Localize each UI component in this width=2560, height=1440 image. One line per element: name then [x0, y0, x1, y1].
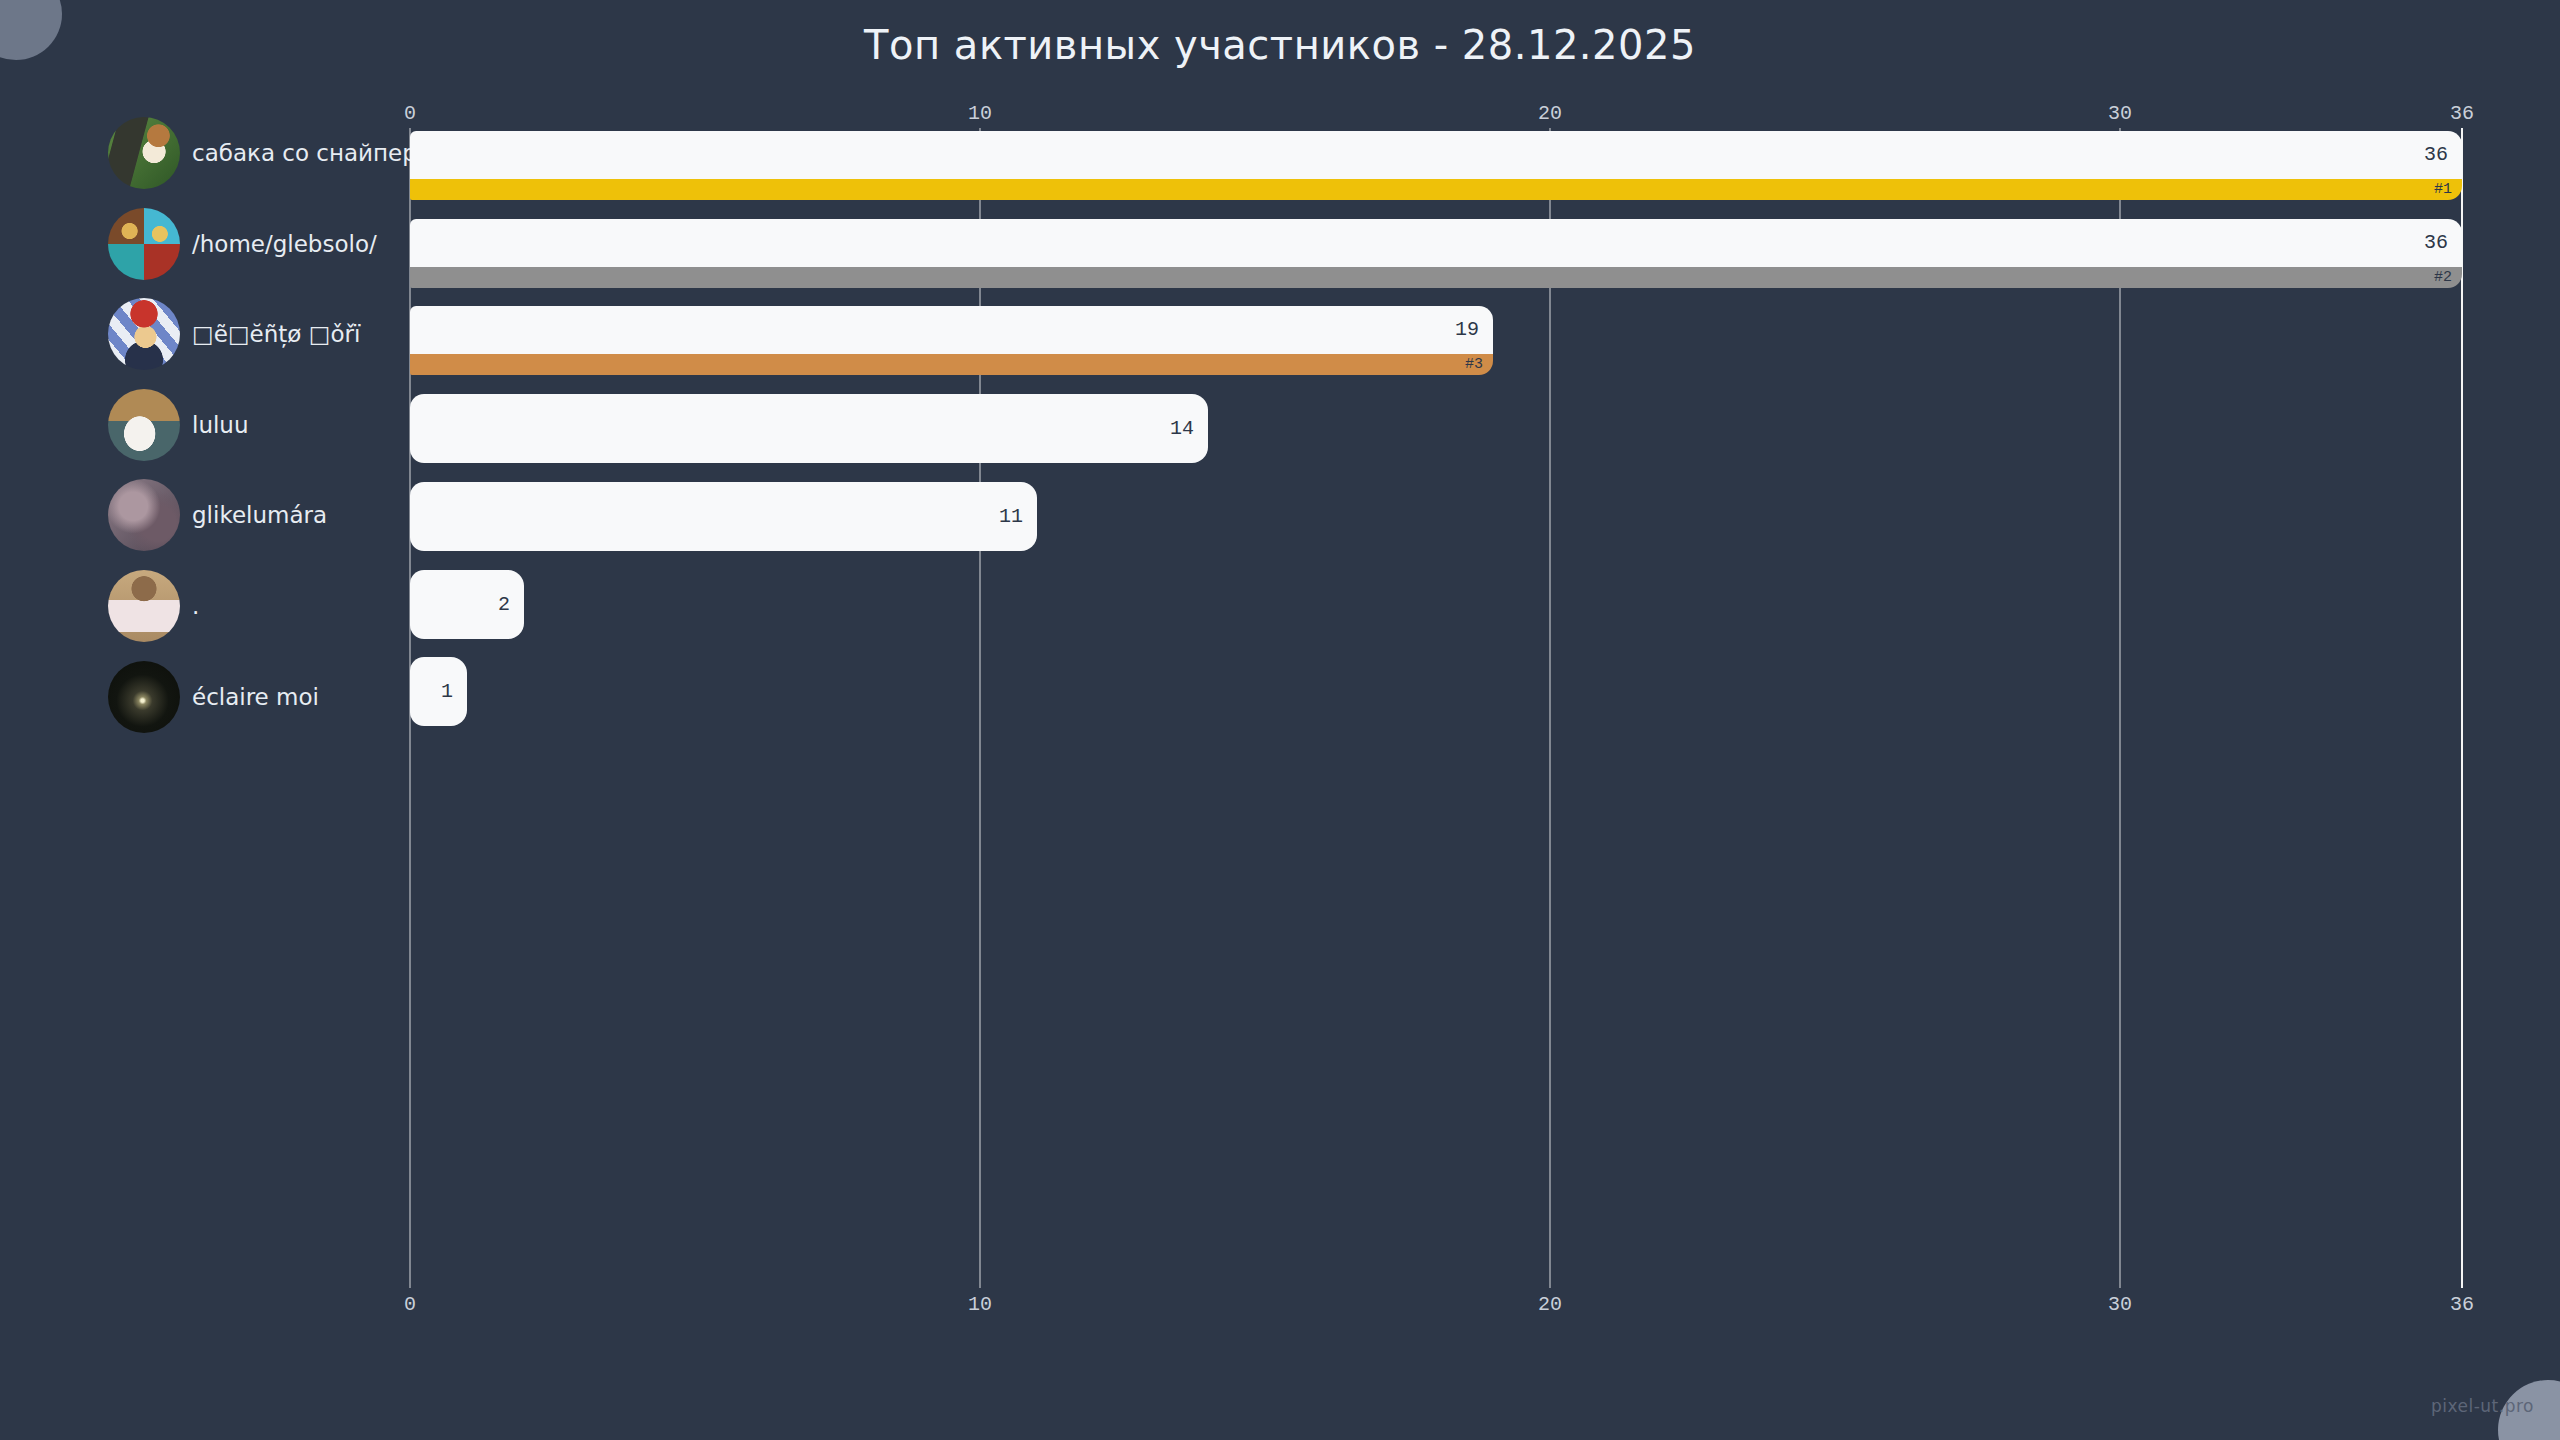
avatar-monkey-holding-sign: [108, 570, 180, 642]
avatar-night-moon-photo: [108, 661, 180, 733]
avatar-blurred-portrait-collage: [108, 479, 180, 551]
value-bar: 36: [410, 131, 2462, 179]
value-label: 36: [410, 131, 2462, 179]
avatar-white-cartoon-cat: [108, 389, 180, 461]
avatar-dog-with-sniper-rifle: [108, 117, 180, 189]
value-label: 36: [410, 219, 2462, 267]
x-axis-tick-label-top: 0: [404, 102, 416, 125]
value-label: 14: [410, 394, 1208, 463]
gridline: [2119, 128, 2121, 1288]
x-axis-tick-label-top: 36: [2450, 102, 2474, 125]
avatar-minecraft-skin-collage: [108, 208, 180, 280]
x-axis-tick-label-bottom: 30: [2108, 1293, 2132, 1316]
value-bar: 19: [410, 306, 1493, 354]
x-axis-tick-label-bottom: 36: [2450, 1293, 2474, 1316]
participant-name: □ẽ□ĕñțø □ǒřï: [192, 318, 360, 350]
rank-strip: #2: [410, 267, 2462, 288]
watermark: pixel-ut.pro: [2431, 1396, 2534, 1416]
x-axis-tick-label-top: 20: [1538, 102, 1562, 125]
value-bar: 36: [410, 219, 2462, 267]
participant-name: .: [192, 590, 199, 622]
value-bar: 1: [410, 657, 467, 726]
value-label: 1: [410, 657, 467, 726]
participant-name: glikelumára: [192, 499, 327, 531]
x-axis-tick-label-top: 30: [2108, 102, 2132, 125]
rank-label: #3: [410, 354, 1493, 375]
participant-name: éclaire moi: [192, 681, 319, 713]
activity-chart: Топ активных участников - 28.12.2025 0 0 1…: [0, 0, 2560, 1440]
rank-label: #2: [410, 267, 2462, 288]
value-label: 19: [410, 306, 1493, 354]
x-axis-tick-label-bottom: 20: [1538, 1293, 1562, 1316]
x-axis-tick-label-bottom: 0: [404, 1293, 416, 1316]
chart-title: Топ активных участников - 28.12.2025: [0, 22, 2560, 68]
participant-name: /home/glebsolo/: [192, 228, 377, 260]
value-label: 11: [410, 482, 1037, 551]
rank-label: #1: [410, 179, 2462, 200]
value-bar: 2: [410, 570, 524, 639]
rank-strip: #3: [410, 354, 1493, 375]
gridline: [1549, 128, 1551, 1288]
gridline: [979, 128, 981, 1288]
value-bar: 11: [410, 482, 1037, 551]
x-axis-tick-label-bottom: 10: [968, 1293, 992, 1316]
participant-name: сабака со снайпер...: [192, 137, 439, 169]
rank-strip: #1: [410, 179, 2462, 200]
participant-name: luluu: [192, 409, 249, 441]
value-bar: 14: [410, 394, 1208, 463]
avatar-minecraft-santa-character: [108, 298, 180, 370]
gridline: [2461, 128, 2463, 1288]
value-label: 2: [410, 570, 524, 639]
x-axis-tick-label-top: 10: [968, 102, 992, 125]
